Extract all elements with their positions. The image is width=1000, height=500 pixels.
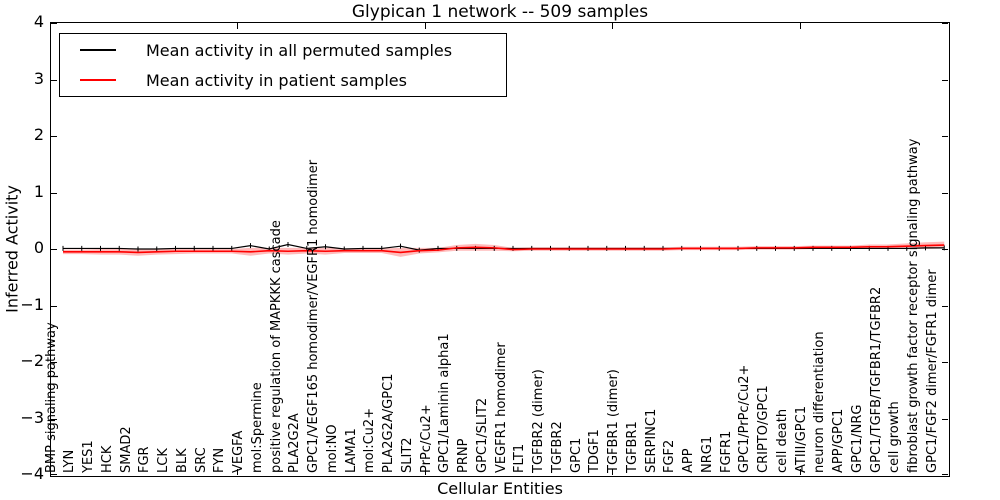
y-tick-mark — [51, 305, 57, 307]
x-category-label: LCK — [156, 448, 171, 473]
patient-line-swatch — [80, 79, 116, 81]
x-category-label: VEGFA — [231, 430, 246, 473]
x-category-label: BMP signaling pathway — [43, 322, 59, 473]
x-axis-label: Cellular Entities — [437, 479, 563, 498]
legend-label-patient: Mean activity in patient samples — [146, 70, 407, 90]
y-tick-mark — [51, 192, 57, 194]
x-category-label: FGR — [137, 446, 153, 473]
x-category-label: TGFBR1 (dimer) — [606, 369, 621, 473]
x-category-label: FLT1 — [512, 443, 528, 473]
y-tick-mark — [942, 249, 948, 250]
y-tick-label: 4 — [33, 12, 44, 31]
y-tick-label: −3 — [20, 407, 44, 427]
y-tick-label: 3 — [33, 68, 44, 88]
x-category-label: mol:Cu2+ — [362, 407, 378, 473]
y-tick-mark — [51, 362, 57, 363]
x-category-label: GPC1 — [568, 437, 584, 473]
x-category-label: PLA2G2A/GPC1 — [381, 373, 396, 473]
y-tick-mark — [942, 362, 948, 363]
x-tick-mark — [799, 23, 801, 29]
x-category-label: positive regulation of MAPKKK cascade — [268, 220, 284, 473]
y-tick-mark — [51, 23, 57, 24]
y-tick-mark — [51, 79, 57, 81]
x-category-label: TGFBR1 — [624, 421, 640, 473]
x-category-label: PrPc/Cu2+ — [418, 404, 434, 473]
x-tick-mark — [424, 469, 426, 475]
x-category-label: NRG1 — [699, 435, 715, 473]
x-category-label: mol:NO — [324, 424, 340, 473]
legend-box: Mean activity in all permuted samples Me… — [59, 33, 507, 97]
x-category-label: TGFBR2 — [549, 421, 565, 473]
x-category-label: BLK — [174, 448, 190, 473]
y-tick-label: 2 — [33, 125, 44, 144]
x-category-label: GPC1/VEGF165 homodimer/VEGFR1 homodimer — [306, 159, 321, 473]
y-tick-mark — [942, 474, 948, 475]
x-tick-mark — [424, 23, 426, 29]
y-tick-mark — [942, 305, 948, 307]
x-category-label: fibroblast growth factor receptor signal… — [906, 138, 921, 473]
y-tick-mark — [942, 136, 948, 137]
x-category-label: FYN — [212, 447, 228, 473]
x-category-label: cell growth — [887, 401, 903, 473]
y-tick-mark — [51, 249, 57, 250]
legend-item-patient: Mean activity in patient samples — [72, 68, 494, 92]
x-category-label: GPC1/NRG — [849, 404, 865, 473]
x-category-label: mol:Spermine — [249, 382, 265, 473]
x-category-label: HCK — [99, 445, 115, 473]
x-category-label: cell death — [774, 408, 790, 473]
x-category-label: GPC1/FGF2 dimer/FGFR1 dimer — [924, 269, 940, 473]
x-category-label: GPC1/PrPc/Cu2+ — [737, 364, 753, 473]
x-category-label: GPC1/Laminin alpha1 — [437, 333, 453, 473]
permuted-line-swatch — [80, 49, 116, 51]
chart-title: Glypican 1 network -- 509 samples — [351, 2, 649, 22]
x-category-label: CRIPTO/GPC1 — [756, 385, 771, 473]
x-category-label: PLA2G2A — [287, 413, 303, 473]
y-tick-label: 1 — [33, 181, 44, 201]
x-category-label: SRC — [193, 447, 209, 473]
x-tick-mark — [612, 469, 613, 475]
x-category-label: SMAD2 — [118, 426, 134, 473]
y-tick-mark — [942, 23, 948, 24]
y-tick-mark — [942, 192, 948, 194]
x-category-label: FGF2 — [662, 439, 678, 473]
y-tick-mark — [51, 136, 57, 137]
patient-mean-line — [63, 244, 945, 254]
chart-canvas — [62, 241, 945, 257]
x-category-label: YES1 — [81, 440, 96, 473]
x-category-label: SERPINC1 — [643, 408, 659, 473]
x-category-label: neuron differentiation — [812, 331, 828, 473]
x-tick-mark — [237, 23, 238, 29]
x-tick-mark — [799, 469, 801, 475]
x-category-label: FGFR1 — [718, 430, 734, 473]
x-category-label: PRNP — [456, 438, 471, 473]
x-category-label: APP — [681, 448, 696, 473]
x-category-label: GPC1/SLIT2 — [474, 397, 490, 473]
y-tick-mark — [51, 474, 57, 475]
y-tick-mark — [942, 418, 948, 420]
y-tick-label: −1 — [20, 294, 44, 314]
y-tick-label: −4 — [20, 464, 44, 483]
legend-label-permuted: Mean activity in all permuted samples — [146, 40, 453, 60]
x-category-label: VEGFR1 homodimer — [493, 342, 509, 473]
x-category-label: LYN — [62, 449, 78, 473]
y-tick-label: 0 — [33, 238, 44, 257]
y-tick-mark — [51, 418, 57, 420]
x-category-label: SLIT2 — [399, 437, 415, 473]
x-category-label: GPC1/TGFB/TGFBR1/TGFBR2 — [868, 286, 884, 473]
x-category-label: LAMA1 — [343, 428, 359, 473]
y-tick-label: −2 — [20, 351, 44, 370]
x-tick-mark — [612, 23, 613, 29]
x-category-label: ATIII/GPC1 — [793, 406, 809, 473]
x-category-label: TDGF1 — [587, 429, 603, 473]
x-tick-mark — [237, 469, 238, 475]
y-tick-mark — [942, 79, 948, 81]
x-category-label: APP/GPC1 — [831, 408, 846, 473]
plot-area: BMP signaling pathway LYN YES1 HCK SMAD2 FGR L… — [44, 22, 950, 477]
x-category-label: TGFBR2 (dimer) — [531, 369, 546, 473]
legend-item-permuted: Mean activity in all permuted samples — [72, 38, 494, 62]
